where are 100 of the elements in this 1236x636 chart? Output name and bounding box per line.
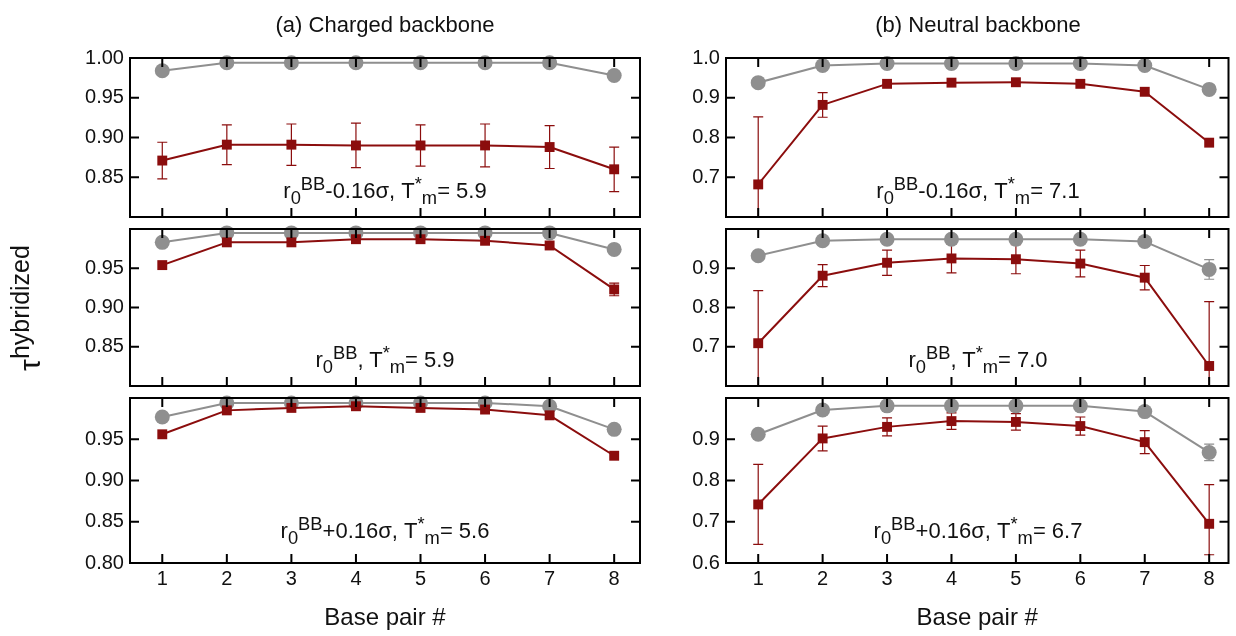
x-tick-label: 8 bbox=[608, 566, 620, 589]
annotation: r$_{0}$$^{BB}$, T$^{*}$$_{m}$= 7.0 bbox=[907, 342, 1049, 378]
y-tick-label: 1.00 bbox=[85, 45, 124, 68]
annotation: r$_{0}$$^{BB}$-0.16σ, T$^{*}$$_{m}$= 7.1 bbox=[875, 173, 1081, 209]
point bbox=[817, 99, 828, 110]
point bbox=[817, 270, 828, 281]
point bbox=[946, 253, 957, 264]
point bbox=[815, 402, 831, 418]
point bbox=[606, 421, 622, 437]
annotation: r$_{0}$$^{BB}$+0.16σ, T$^{*}$$_{m}$= 6.7 bbox=[872, 513, 1084, 549]
x-tick-label: 5 bbox=[1010, 566, 1022, 589]
point bbox=[221, 237, 232, 248]
point bbox=[817, 433, 828, 444]
x-tick-label: 4 bbox=[945, 566, 958, 589]
y-tick-label: 0.90 bbox=[85, 468, 124, 491]
point bbox=[157, 429, 168, 440]
y-tick-label: 0.85 bbox=[85, 164, 124, 187]
point bbox=[750, 426, 766, 442]
point bbox=[943, 231, 959, 247]
x-tick-label: 8 bbox=[1203, 566, 1215, 589]
point bbox=[606, 241, 622, 257]
x-tick-label: 3 bbox=[285, 566, 297, 589]
point bbox=[286, 402, 297, 413]
point bbox=[750, 75, 766, 91]
y-tick-label: 0.8 bbox=[692, 125, 720, 148]
y-tick-label: 0.9 bbox=[692, 255, 720, 278]
x-tick-label: 5 bbox=[414, 566, 427, 589]
point bbox=[544, 410, 555, 421]
y-tick-label: 0.90 bbox=[85, 295, 124, 318]
y-tick-label: 0.7 bbox=[692, 509, 720, 532]
y-tick-label: 0.9 bbox=[692, 426, 720, 449]
x-tick-label: 7 bbox=[544, 566, 556, 589]
point bbox=[480, 404, 491, 415]
point bbox=[221, 405, 232, 416]
y-tick-label: 0.80 bbox=[85, 550, 124, 573]
point bbox=[609, 164, 620, 175]
annotation: r$_{0}$$^{BB}$-0.16σ, T$^{*}$$_{m}$= 5.9 bbox=[282, 173, 488, 209]
y-tick-label: 0.95 bbox=[85, 85, 124, 108]
y-tick-label: 0.7 bbox=[692, 334, 720, 357]
chart-title: (b) Neutral backbone bbox=[874, 12, 1082, 38]
y-tick-label: 0.7 bbox=[692, 164, 720, 187]
point bbox=[1075, 421, 1086, 431]
point bbox=[882, 78, 893, 89]
point bbox=[1072, 231, 1088, 247]
point bbox=[1204, 518, 1215, 529]
point bbox=[882, 257, 893, 268]
y-tick-label: 0.95 bbox=[85, 426, 124, 449]
point bbox=[1010, 254, 1021, 265]
point bbox=[221, 139, 232, 150]
point bbox=[286, 139, 297, 150]
y-tick-label: 0.85 bbox=[85, 334, 124, 357]
y-tick-label: 0.8 bbox=[692, 468, 720, 491]
point bbox=[544, 240, 555, 251]
point bbox=[753, 179, 764, 190]
x-tick-label: 4 bbox=[350, 566, 362, 589]
point bbox=[1010, 77, 1021, 88]
point bbox=[750, 248, 766, 264]
point bbox=[815, 233, 831, 249]
point bbox=[753, 338, 764, 349]
point bbox=[1137, 404, 1153, 420]
y-tick-label: 0.85 bbox=[85, 509, 124, 532]
point bbox=[154, 63, 170, 79]
x-tick-label: 1 bbox=[156, 566, 168, 589]
point bbox=[1075, 78, 1086, 89]
point bbox=[544, 142, 555, 152]
point bbox=[1008, 231, 1024, 247]
y-tick-label: 0.95 bbox=[85, 255, 124, 278]
x-tick-label: 1 bbox=[752, 566, 764, 589]
point bbox=[753, 499, 764, 510]
chart-title: (a) Charged backbone bbox=[274, 12, 496, 38]
x-tick-label: 3 bbox=[881, 566, 893, 589]
y-tick-label: 0.9 bbox=[692, 85, 720, 108]
point bbox=[1137, 234, 1153, 250]
point bbox=[1139, 437, 1150, 448]
annotation: r$_{0}$$^{BB}$, T$^{*}$$_{m}$= 5.9 bbox=[314, 342, 456, 378]
y-tick-label: 0.8 bbox=[692, 295, 720, 318]
annotation: r$_{0}$$^{BB}$+0.16σ, T$^{*}$$_{m}$= 5.6 bbox=[279, 513, 491, 549]
point bbox=[609, 450, 620, 461]
point bbox=[1204, 361, 1215, 371]
point bbox=[480, 140, 491, 151]
point bbox=[154, 409, 170, 425]
point bbox=[1201, 81, 1217, 97]
y-tick-label: 0.90 bbox=[85, 125, 124, 148]
y-tick-label: 1.0 bbox=[692, 45, 720, 68]
point bbox=[946, 77, 957, 88]
point bbox=[157, 155, 168, 166]
x-tick-label: 6 bbox=[1074, 566, 1086, 589]
point bbox=[154, 234, 170, 250]
point bbox=[157, 260, 168, 271]
x-tick-label: 2 bbox=[221, 566, 233, 589]
x-axis-title: Base pair # bbox=[916, 603, 1039, 631]
x-tick-label: 7 bbox=[1139, 566, 1151, 589]
point bbox=[1075, 258, 1086, 269]
x-tick-label: 2 bbox=[817, 566, 829, 589]
point bbox=[879, 231, 895, 247]
point bbox=[480, 235, 491, 246]
point bbox=[286, 237, 297, 248]
y-tick-label: 0.6 bbox=[692, 550, 720, 573]
point bbox=[351, 234, 361, 245]
point bbox=[1139, 86, 1150, 97]
